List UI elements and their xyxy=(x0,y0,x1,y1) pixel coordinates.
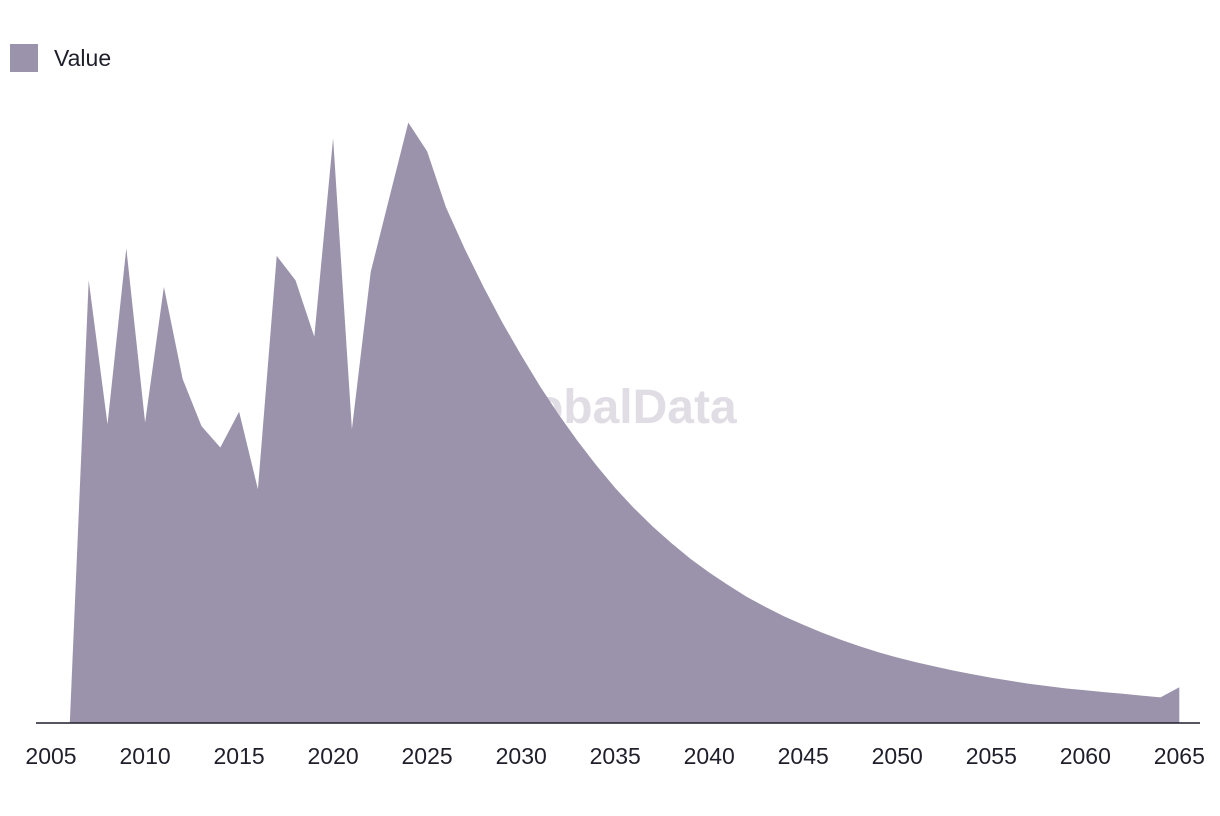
legend-swatch xyxy=(10,44,38,72)
x-tick-label: 2050 xyxy=(872,743,923,769)
area-series-value xyxy=(69,122,1180,724)
x-tick-label: 2010 xyxy=(120,743,171,769)
x-tick-label: 2025 xyxy=(402,743,453,769)
legend: Value xyxy=(10,44,111,72)
x-tick-label: 2055 xyxy=(966,743,1017,769)
x-tick-label: 2035 xyxy=(590,743,641,769)
x-tick-label: 2040 xyxy=(684,743,735,769)
x-tick-label: 2060 xyxy=(1060,743,1111,769)
legend-label: Value xyxy=(54,44,112,71)
x-tick-label: 2005 xyxy=(25,743,76,769)
x-tick-label: 2020 xyxy=(308,743,359,769)
x-tick-label: 2015 xyxy=(214,743,265,769)
x-tick-label: 2030 xyxy=(496,743,547,769)
x-tick-label: 2045 xyxy=(778,743,829,769)
x-tick-labels: 2005 2010 2015 2020 2025 2030 2035 2040 2045 2050… xyxy=(25,743,1204,769)
area-layer xyxy=(69,122,1180,724)
x-tick-label: 2065 xyxy=(1154,743,1205,769)
